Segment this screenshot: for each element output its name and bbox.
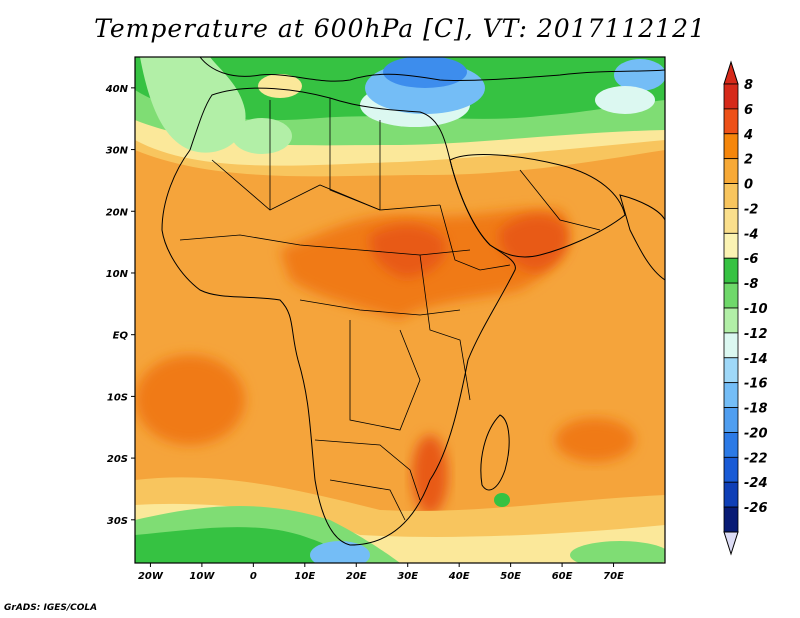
colorbar-swatch bbox=[723, 456, 739, 483]
india-coastline bbox=[619, 194, 665, 281]
field-hottest-sudan bbox=[369, 224, 446, 278]
lon-tick-label: 50E bbox=[500, 571, 521, 582]
field-green-pale-north bbox=[140, 57, 246, 153]
field-hottest-arabia bbox=[499, 214, 569, 272]
map-title: Temperature at 600hPa [C], VT: 201711212… bbox=[94, 14, 706, 43]
colorbar-label: -6 bbox=[744, 252, 758, 267]
colorbar-swatch bbox=[723, 481, 739, 508]
lat-tick-label: EQ bbox=[113, 331, 129, 342]
lat-tick-label: 20S bbox=[107, 454, 128, 465]
colorbar-bottom-arrow bbox=[723, 531, 739, 556]
colorbar-label: -10 bbox=[744, 302, 768, 317]
border-east bbox=[419, 254, 471, 401]
lat-tick-label: 30N bbox=[106, 146, 129, 157]
lon-tick-label: 20W bbox=[138, 571, 164, 582]
lon-tick-label: 10E bbox=[294, 571, 315, 582]
colorbar-swatch bbox=[723, 208, 739, 234]
field-blue-caspian bbox=[614, 59, 665, 91]
border-sahel bbox=[179, 234, 471, 256]
colorbar-label: -22 bbox=[744, 451, 768, 466]
map-frame bbox=[134, 56, 666, 564]
arabia-coastline bbox=[449, 154, 626, 258]
lat-tick-label: 40N bbox=[105, 84, 129, 95]
border-south-b bbox=[329, 479, 406, 521]
grads-credit: GrADS: IGES/COLA bbox=[4, 603, 98, 613]
longitude-axis: 20W 10W 0 10E 20E 30E 40E 50E 60E 70E bbox=[138, 563, 624, 582]
madagascar-coastline bbox=[480, 414, 510, 491]
border-sahara-c bbox=[329, 98, 381, 211]
coastlines bbox=[161, 57, 665, 546]
colorbar-swatch bbox=[723, 506, 739, 533]
colorbar-label: -24 bbox=[744, 476, 768, 491]
field-hot-mozambique bbox=[412, 435, 448, 515]
field-cyan-iran bbox=[595, 86, 655, 114]
field-green-dark-south bbox=[135, 527, 360, 563]
colorbar-label: -26 bbox=[744, 501, 768, 516]
colorbar-label: 4 bbox=[743, 128, 753, 143]
colorbar-label: -18 bbox=[744, 402, 768, 417]
field-hot-atlantic bbox=[135, 355, 245, 445]
colorbar-swatch bbox=[723, 183, 739, 209]
africa-coastline bbox=[161, 87, 516, 546]
colorbar-label: -4 bbox=[744, 227, 758, 242]
colorbar-label: -8 bbox=[744, 277, 758, 292]
border-congo bbox=[349, 320, 421, 431]
field-hot-indian bbox=[555, 418, 635, 462]
colorbar-swatch bbox=[723, 432, 739, 458]
border-horn bbox=[439, 204, 511, 271]
field-blue-south bbox=[310, 541, 370, 563]
lon-tick-label: 20E bbox=[346, 571, 367, 582]
lon-tick-label: 10W bbox=[189, 571, 215, 582]
field-green-east-south bbox=[570, 541, 665, 563]
lat-tick-label: 10N bbox=[106, 269, 129, 280]
colorbar-swatch bbox=[723, 332, 739, 359]
colorbar-label: 0 bbox=[744, 178, 753, 193]
colorbar-swatch bbox=[723, 407, 739, 433]
lat-tick-label: 20N bbox=[106, 207, 129, 218]
latitude-axis: 40N 30N 20N 10N EQ 10S 20S 30S bbox=[105, 84, 135, 527]
temperature-field bbox=[135, 57, 665, 563]
field-green-spot-ocean bbox=[494, 493, 510, 507]
field-yellow-iberia bbox=[258, 74, 302, 98]
colorbar-swatch bbox=[723, 108, 739, 135]
border-arabia bbox=[519, 169, 601, 231]
lon-tick-label: 0 bbox=[250, 571, 257, 582]
colorbar-label: 2 bbox=[744, 153, 753, 168]
colorbar-swatch bbox=[723, 83, 739, 110]
colorbar-label: -12 bbox=[744, 327, 768, 342]
lon-tick-label: 70E bbox=[603, 571, 624, 582]
lon-tick-label: 30E bbox=[397, 571, 418, 582]
colorbar-swatch bbox=[723, 282, 739, 309]
border-sahara-a bbox=[211, 159, 441, 211]
country-borders bbox=[179, 98, 601, 521]
border-central bbox=[299, 299, 461, 316]
lon-tick-label: 60E bbox=[552, 571, 573, 582]
border-south bbox=[314, 439, 421, 501]
colorbar-label: -20 bbox=[744, 426, 768, 441]
colorbar-label: 8 bbox=[744, 78, 753, 93]
field-pale-sahara bbox=[232, 118, 292, 154]
europe-coastline bbox=[199, 57, 665, 82]
colorbar-swatch bbox=[723, 307, 739, 334]
colorbar-label: -16 bbox=[744, 377, 768, 392]
lat-tick-label: 30S bbox=[107, 516, 128, 527]
colorbar-top-arrow bbox=[723, 60, 739, 85]
colorbar-swatch bbox=[723, 133, 739, 160]
lat-tick-label: 10S bbox=[107, 392, 128, 403]
colorbar-segments: 8 6 4 2 0 -2 -4 -6 -8 -10 -12 -14 -16 -18 -20 -22 -24 -26 bbox=[723, 60, 768, 556]
colorbar-label: -2 bbox=[744, 202, 758, 217]
colorbar-label: 6 bbox=[744, 103, 753, 118]
colorbar-swatch bbox=[723, 357, 739, 384]
colorbar-swatch bbox=[723, 232, 739, 259]
colorbar-swatch bbox=[723, 257, 739, 284]
colorbar-swatch bbox=[723, 382, 739, 408]
colorbar-swatch bbox=[723, 158, 739, 184]
colorbar-label: -14 bbox=[744, 352, 768, 367]
lon-tick-label: 40E bbox=[448, 571, 470, 582]
